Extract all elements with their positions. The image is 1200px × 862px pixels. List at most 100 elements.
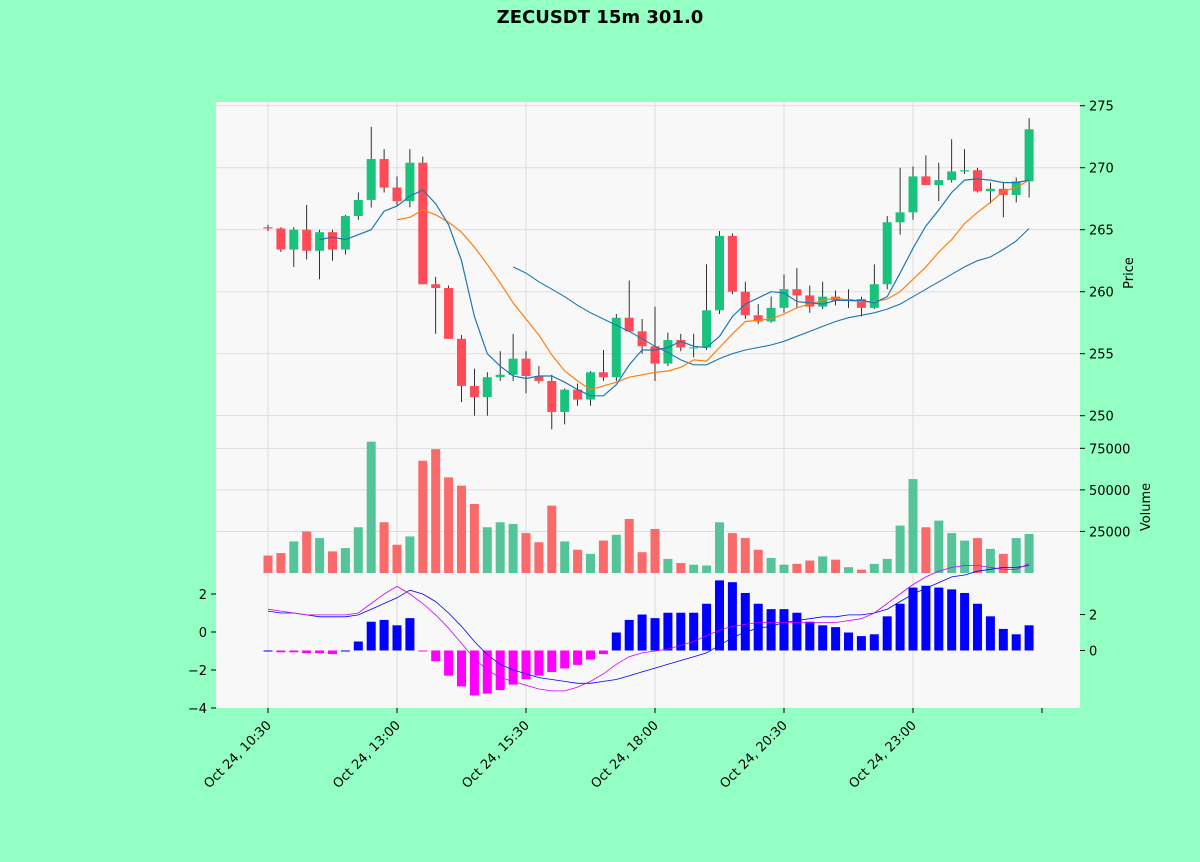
macd-hist-positive [624,619,634,651]
volume-bar [715,522,724,573]
price-tick-label: 265 [1089,224,1114,239]
volume-bar [1024,533,1034,573]
candle-up [663,340,673,364]
volume-bar [947,533,957,573]
ma-mid-line [396,179,1030,391]
volume-bar [444,477,454,573]
candle-up [366,159,376,200]
volume-bar [431,449,441,573]
candle-down [573,389,583,400]
volume-bar [573,549,583,573]
volume-axis-label: Volume [1139,483,1154,531]
volume-bar [702,565,712,573]
volume-bar [727,533,737,573]
candle-up [882,222,892,285]
volume-bar [457,485,466,573]
candle-up [405,162,415,202]
volume-panel [263,441,1034,573]
x-tick-label: Oct 24, 23:00 [846,718,919,791]
candle-up [779,289,789,308]
macd-left-tick-label: −4 [188,702,207,717]
macd-hist-negative [534,650,544,676]
candle-up [947,171,957,181]
macd-hist-negative [418,650,428,652]
candle-up [844,299,853,301]
candle-down [444,287,454,339]
ma-long-line [512,228,1030,366]
volume-bar [934,520,944,573]
volume-bar [482,527,492,573]
candle-down [831,296,841,301]
volume-bar [908,479,918,573]
macd-hist-negative [431,650,441,662]
macd-hist-positive [805,621,815,651]
macd-hist-negative [598,650,608,655]
price-panel [263,118,1034,430]
macd-left-tick-label: 2 [199,588,207,603]
macd-left-tick-label: 0 [199,626,207,641]
volume-bar [521,533,531,573]
macd-hist-negative [315,650,325,654]
macd-hist-negative [547,650,557,673]
macd-hist-positive [844,632,853,651]
volume-bar [392,544,402,573]
macd-hist-negative [508,650,518,685]
macd-hist-positive [856,636,866,651]
candle-down [792,289,802,296]
macd-hist-negative [521,650,531,680]
candle-up [560,389,570,412]
price-tick-label: 275 [1089,100,1114,115]
chart-title: ZECUSDT 15m 301.0 [497,7,704,28]
candle-down [263,227,273,229]
volume-bar [766,558,776,573]
volume-bar [1011,538,1021,573]
candle-down [805,295,815,307]
macd-hist-negative [457,650,466,687]
volume-bar [895,525,905,573]
volume-bar [340,548,350,573]
candle-up [960,170,970,172]
price-tick-label: 270 [1089,162,1114,177]
macd-line [267,565,1030,684]
volume-bar [328,551,337,573]
candle-up [340,216,350,250]
macd-hist-negative [495,650,505,691]
volume-bar [779,564,789,573]
candle-down [534,376,544,381]
macd-hist-positive [973,603,982,651]
candle-down [973,170,982,192]
volume-bar [508,523,518,573]
candle-down [727,235,737,292]
volume-bar [586,553,595,573]
volume-bar [418,460,428,573]
candle-up [1011,181,1021,195]
macd-hist-positive [727,582,737,651]
macd-hist-positive [715,580,724,651]
macd-hist-positive [263,650,273,652]
volume-bar [998,553,1008,573]
volume-bar [289,541,299,573]
volume-bar [405,536,415,573]
macd-hist-positive [689,612,699,651]
price-tick-label: 260 [1089,286,1114,301]
candle-down [547,380,557,412]
volume-bar [792,563,802,573]
macd-hist-negative [482,650,492,694]
macd-hist-positive [611,632,621,651]
volume-bar [366,441,376,573]
volume-bar [676,563,686,573]
candle-up [766,307,776,322]
volume-bar [973,538,982,573]
macd-hist-positive [702,603,712,651]
candle-down [276,228,286,250]
macd-hist-positive [998,628,1008,651]
candle-down [753,315,763,322]
macd-hist-positive [960,592,970,651]
macd-hist-positive [753,603,763,651]
volume-bar [805,560,815,573]
macd-hist-negative [328,650,337,655]
candle-up [508,358,518,375]
macd-hist-positive [818,625,828,651]
candle-down [469,385,479,398]
